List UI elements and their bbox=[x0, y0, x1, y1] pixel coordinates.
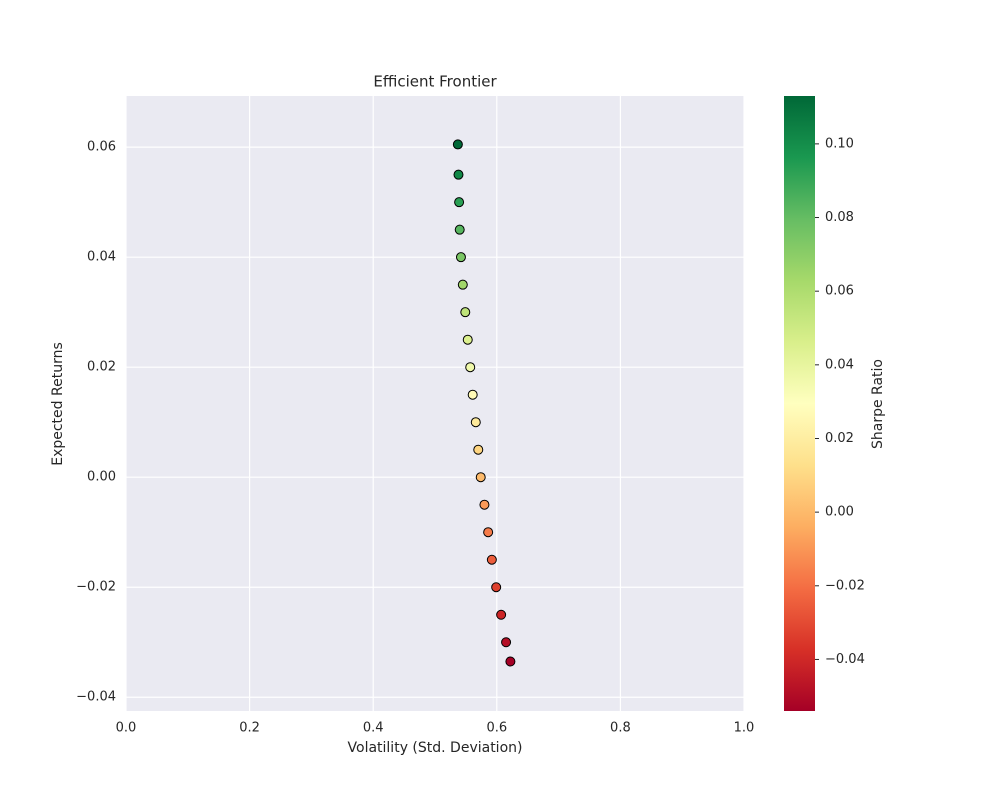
y-tick-label: 0.02 bbox=[87, 360, 116, 375]
y-tick-label: 0.04 bbox=[87, 250, 116, 265]
plot-area bbox=[126, 96, 744, 711]
scatter-point bbox=[452, 139, 463, 150]
scatter-point bbox=[465, 362, 476, 373]
y-tick-label: −0.04 bbox=[76, 690, 116, 705]
scatter-point bbox=[473, 444, 484, 455]
scatter-point bbox=[462, 334, 473, 345]
scatter-point bbox=[470, 417, 481, 428]
scatter-point bbox=[467, 389, 478, 400]
colorbar-label: Sharpe Ratio bbox=[870, 359, 886, 449]
chart-title: Efficient Frontier bbox=[373, 73, 497, 91]
colorbar bbox=[784, 96, 815, 711]
colorbar-tick-label: −0.02 bbox=[825, 578, 865, 593]
x-tick-label: 0.2 bbox=[239, 721, 260, 736]
scatter-point bbox=[491, 582, 502, 593]
scatter-point bbox=[505, 656, 516, 667]
scatter-point bbox=[483, 527, 494, 538]
scatter-point bbox=[496, 609, 507, 620]
scatter-point bbox=[475, 472, 486, 483]
scatter-point bbox=[453, 169, 464, 180]
x-tick-label: 0.4 bbox=[363, 721, 384, 736]
scatter-point bbox=[454, 197, 465, 208]
scatter-point bbox=[479, 499, 490, 510]
x-tick-label: 1.0 bbox=[734, 721, 755, 736]
x-tick-label: 0.6 bbox=[486, 721, 507, 736]
colorbar-tick-label: 0.10 bbox=[825, 136, 854, 151]
y-tick-label: 0.00 bbox=[87, 470, 116, 485]
scatter-point bbox=[455, 252, 466, 263]
colorbar-tick-label: 0.04 bbox=[825, 357, 854, 372]
colorbar-tick-label: 0.00 bbox=[825, 505, 854, 520]
scatter-point bbox=[501, 637, 512, 648]
x-tick-label: 0.8 bbox=[610, 721, 631, 736]
scatter-point bbox=[486, 554, 497, 565]
y-tick-label: −0.02 bbox=[76, 580, 116, 595]
scatter-point bbox=[454, 224, 465, 235]
scatter-point bbox=[460, 307, 471, 318]
colorbar-tick-label: 0.08 bbox=[825, 210, 854, 225]
x-tick-label: 0.0 bbox=[116, 721, 137, 736]
y-tick-label: 0.06 bbox=[87, 140, 116, 155]
colorbar-tick-label: −0.04 bbox=[825, 652, 865, 667]
colorbar-tick-label: 0.06 bbox=[825, 284, 854, 299]
scatter-point bbox=[457, 279, 468, 290]
colorbar-tick-label: 0.02 bbox=[825, 431, 854, 446]
x-axis-label: Volatility (Std. Deviation) bbox=[348, 740, 523, 756]
y-axis-label: Expected Returns bbox=[50, 342, 66, 466]
